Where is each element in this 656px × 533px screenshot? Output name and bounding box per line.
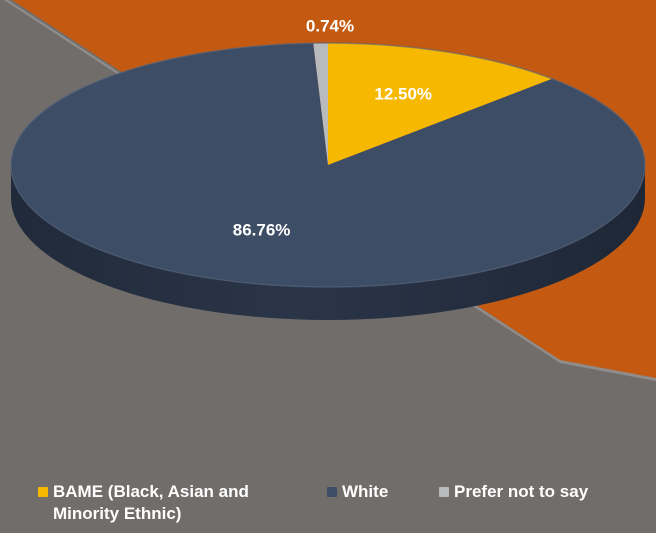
- data-label-white: 86.76%: [233, 220, 291, 239]
- pie-side-wall: [11, 165, 645, 320]
- legend-swatch-bame: [38, 487, 48, 497]
- data-label-prefer-not-to-say: 0.74%: [306, 16, 354, 35]
- legend-label-prefer-not-to-say: Prefer not to say: [454, 482, 589, 501]
- legend-label-white: White: [342, 482, 389, 501]
- legend-item-white: White: [327, 481, 388, 503]
- legend-swatch-prefer-not-to-say: [439, 487, 449, 497]
- legend-label-bame: BAME (Black, Asian and Minority Ethnic): [53, 482, 249, 523]
- data-labels: 12.50% 86.76% 0.74%: [233, 16, 432, 239]
- pie-slice-prefer-not-to-say: [313, 43, 328, 165]
- pie-slice-white: [11, 43, 646, 287]
- pie-plot-area: [10, 42, 646, 320]
- legend-item-bame: BAME (Black, Asian and Minority Ethnic): [38, 481, 288, 525]
- legend-swatch-white: [327, 487, 337, 497]
- legend-item-prefer-not-to-say: Prefer not to say: [439, 481, 588, 503]
- data-label-bame: 12.50%: [374, 85, 432, 104]
- pie-rim: [10, 42, 646, 288]
- pie-slice-bame: [328, 43, 553, 165]
